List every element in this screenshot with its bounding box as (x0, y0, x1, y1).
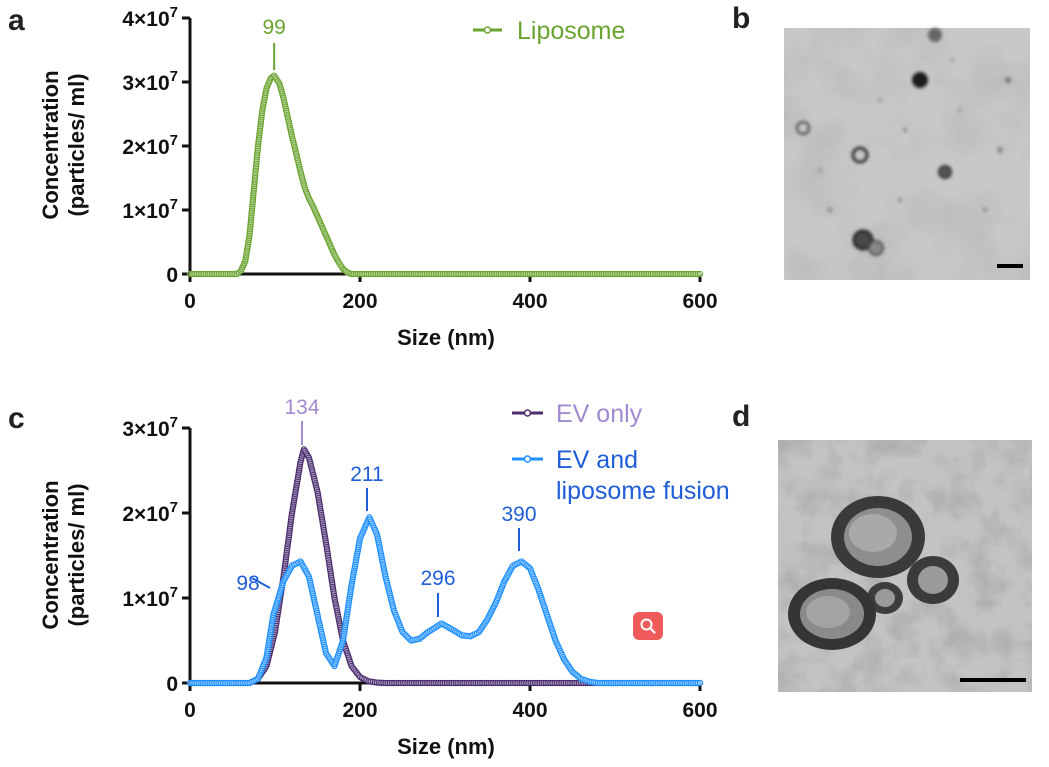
x-tick-label: 600 (682, 699, 717, 722)
micrograph-d (778, 440, 1032, 692)
y-axis-title-c: Concentration (particles/ ml) (38, 480, 89, 629)
search-icon (640, 618, 656, 634)
panel-label-a: a (8, 4, 25, 37)
x-axis-title-a: Size (nm) (397, 325, 495, 350)
panel-label-b: b (732, 2, 750, 35)
panel-label-d: d (732, 400, 750, 433)
y-axis-title-a: Concentration (particles/ ml) (38, 70, 89, 219)
chart-c: Concentration (particles/ ml) Size (nm) … (38, 396, 730, 759)
x-axis-title-c: Size (nm) (397, 734, 495, 759)
legend-marker (483, 26, 492, 34)
y-tick-label: 0 (166, 264, 178, 287)
peak-label: 99 (262, 16, 285, 39)
panel-label-c: c (8, 402, 25, 435)
y-tick-label: 3×107 (122, 68, 178, 95)
y-tick-label: 1×107 (122, 196, 178, 223)
y-tick-label: 0 (166, 673, 178, 696)
legend-marker (523, 409, 532, 417)
peak-label: 211 (350, 463, 383, 486)
series-point (696, 679, 704, 687)
x-tick-label: 200 (342, 290, 377, 313)
y-tick-label: 1×107 (122, 584, 178, 611)
x-tick-label: 400 (512, 290, 547, 313)
y-tick-label: 3×107 (122, 414, 178, 441)
y-tick-label: 2×107 (122, 499, 178, 526)
y-axis-title-line2: (particles/ ml) (64, 73, 89, 216)
legend-marker (523, 455, 532, 463)
x-tick-label: 200 (342, 699, 377, 722)
y-tick-label: 4×107 (122, 4, 178, 31)
micrograph-b (784, 28, 1030, 280)
series-point (696, 270, 704, 278)
peak-label: 296 (420, 567, 455, 590)
peak-label: 98 (236, 572, 259, 595)
peak-marker (251, 577, 271, 589)
series-line (190, 74, 700, 276)
x-tick-label: 0 (184, 699, 196, 722)
y-axis-title-line1: Concentration (38, 480, 63, 629)
legend-label: EV only (556, 400, 643, 428)
x-tick-label: 0 (184, 290, 196, 313)
y-axis-title-line1: Concentration (38, 70, 63, 219)
legend-label: Liposome (517, 17, 625, 45)
peak-label: 390 (501, 503, 536, 526)
chart-a: Concentration (particles/ ml) Size (nm) … (38, 4, 718, 350)
peak-label: 134 (284, 396, 319, 419)
y-axis-title-line2: (particles/ ml) (64, 483, 89, 626)
legend-label: EV and liposome fusion (556, 446, 730, 505)
x-tick-label: 600 (682, 290, 717, 313)
x-tick-label: 400 (512, 699, 547, 722)
y-tick-label: 2×107 (122, 132, 178, 159)
zoom-button[interactable] (633, 612, 663, 640)
